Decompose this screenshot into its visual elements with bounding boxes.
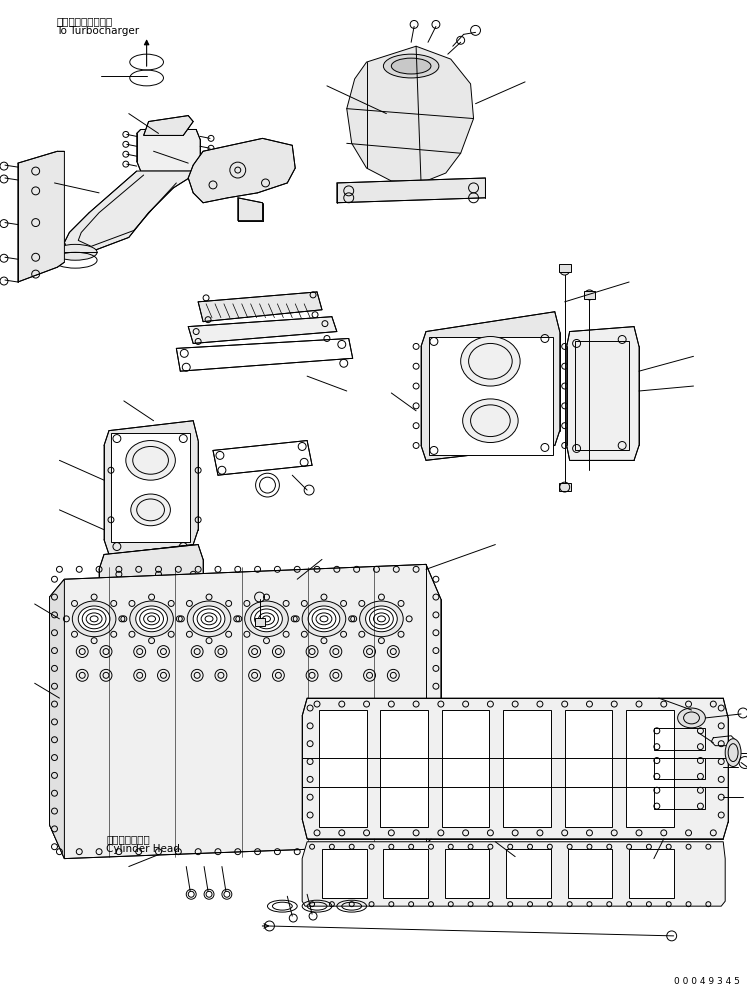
Polygon shape	[18, 151, 64, 282]
Polygon shape	[347, 47, 474, 183]
Polygon shape	[64, 171, 200, 254]
Ellipse shape	[383, 54, 439, 78]
Ellipse shape	[250, 606, 282, 632]
Ellipse shape	[130, 601, 173, 637]
Bar	[654, 757, 706, 779]
Polygon shape	[188, 317, 337, 344]
Ellipse shape	[725, 739, 741, 766]
Text: 0 0 0 4 9 3 4 5: 0 0 0 4 9 3 4 5	[673, 977, 740, 986]
Ellipse shape	[193, 606, 225, 632]
Ellipse shape	[366, 606, 397, 632]
Bar	[568, 849, 612, 899]
Bar	[445, 849, 489, 899]
Bar	[506, 849, 551, 899]
Polygon shape	[50, 580, 64, 859]
Bar	[319, 710, 366, 827]
Polygon shape	[104, 420, 198, 555]
Polygon shape	[302, 698, 728, 839]
Polygon shape	[567, 327, 639, 460]
Text: To Turbocharger: To Turbocharger	[57, 27, 139, 37]
Ellipse shape	[391, 58, 431, 74]
Ellipse shape	[78, 606, 110, 632]
Polygon shape	[238, 198, 262, 221]
Bar	[381, 710, 428, 827]
Polygon shape	[337, 178, 486, 203]
Ellipse shape	[126, 440, 176, 480]
Bar	[626, 710, 673, 827]
Circle shape	[584, 290, 594, 300]
Polygon shape	[144, 115, 193, 135]
Ellipse shape	[461, 337, 520, 386]
Polygon shape	[188, 138, 296, 203]
Ellipse shape	[678, 708, 706, 728]
Ellipse shape	[302, 601, 346, 637]
Polygon shape	[50, 565, 441, 859]
Polygon shape	[136, 129, 200, 171]
Bar	[429, 337, 553, 455]
Ellipse shape	[187, 601, 231, 637]
Bar	[255, 618, 265, 626]
Ellipse shape	[308, 606, 340, 632]
Bar	[503, 710, 551, 827]
Bar	[584, 291, 596, 299]
Ellipse shape	[145, 131, 188, 171]
Polygon shape	[421, 312, 559, 460]
Ellipse shape	[151, 137, 182, 165]
Text: ターボチャージャヘ: ターボチャージャヘ	[57, 17, 112, 27]
Ellipse shape	[54, 245, 97, 260]
Bar	[654, 787, 706, 809]
Ellipse shape	[360, 601, 403, 637]
Bar	[322, 849, 366, 899]
Bar	[559, 483, 571, 491]
Ellipse shape	[72, 601, 116, 637]
Circle shape	[559, 265, 570, 275]
Ellipse shape	[136, 606, 167, 632]
Polygon shape	[99, 545, 203, 584]
Bar	[565, 710, 612, 827]
Ellipse shape	[245, 601, 288, 637]
Ellipse shape	[463, 399, 518, 442]
Bar	[111, 432, 190, 542]
Text: Cylinder Head: Cylinder Head	[106, 844, 180, 854]
Bar	[442, 710, 489, 827]
Polygon shape	[198, 292, 322, 322]
Bar	[383, 849, 428, 899]
Bar	[559, 264, 571, 272]
Ellipse shape	[130, 494, 170, 526]
Bar	[654, 728, 706, 749]
Text: シリンダヘッド: シリンダヘッド	[106, 834, 150, 844]
Bar	[575, 342, 629, 450]
Polygon shape	[302, 842, 725, 907]
Bar	[629, 849, 673, 899]
